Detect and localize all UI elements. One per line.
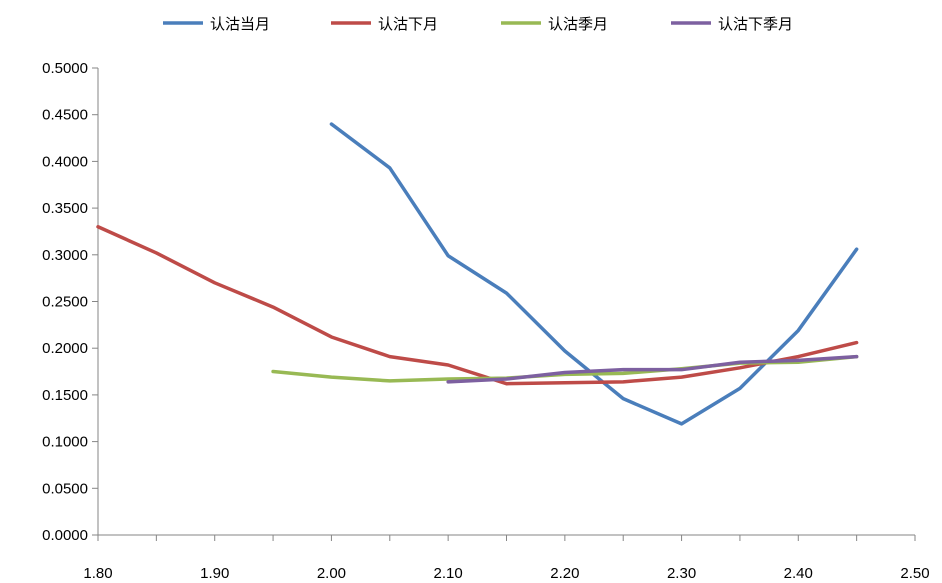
legend-item: 认沽下月 — [331, 15, 438, 33]
y-tick-label: 0.2000 — [42, 340, 88, 357]
y-tick-label: 0.3500 — [42, 200, 88, 217]
legend: 认沽当月 认沽下月 认沽季月 认沽下季月 — [163, 15, 793, 33]
y-tick-label: 0.0500 — [42, 480, 88, 497]
y-tick-label: 0.4000 — [42, 153, 88, 170]
y-axis: 0.0000 0.0500 0.1000 0.1500 0.2000 0.2500 0.30… — [42, 60, 99, 544]
legend-label: 认沽下月 — [378, 15, 438, 33]
x-tick-label: 2.20 — [550, 565, 579, 582]
x-tick-label: 2.30 — [667, 565, 696, 582]
legend-label: 认沽下季月 — [718, 15, 793, 33]
y-tick-label: 0.2500 — [42, 294, 88, 311]
series-line — [446, 354, 859, 384]
x-tick-label: 2.00 — [317, 565, 346, 582]
y-tick-label: 0.1500 — [42, 387, 88, 404]
x-tick-label: 2.40 — [784, 565, 813, 582]
legend-item: 认沽当月 — [163, 15, 270, 33]
x-tick-label: 2.50 — [900, 565, 929, 582]
y-tick-label: 0.1000 — [42, 434, 88, 451]
x-tick-label: 1.80 — [83, 565, 112, 582]
legend-item: 认沽季月 — [501, 15, 608, 33]
legend-label: 认沽季月 — [548, 15, 608, 33]
y-tick-label: 0.0000 — [42, 527, 88, 544]
series-layer — [96, 122, 859, 426]
x-tick-label: 1.90 — [200, 565, 229, 582]
x-tick-label: 2.10 — [434, 565, 463, 582]
y-tick-label: 0.4500 — [42, 107, 88, 124]
series-line — [96, 225, 859, 386]
x-axis: 1.80 1.90 2.00 2.10 2.20 2.30 2.40 2.50 — [83, 534, 930, 582]
legend-item: 认沽下季月 — [671, 15, 793, 33]
legend-label: 认沽当月 — [210, 15, 270, 33]
y-tick-label: 0.5000 — [42, 60, 88, 77]
y-tick-label: 0.3000 — [42, 247, 88, 264]
